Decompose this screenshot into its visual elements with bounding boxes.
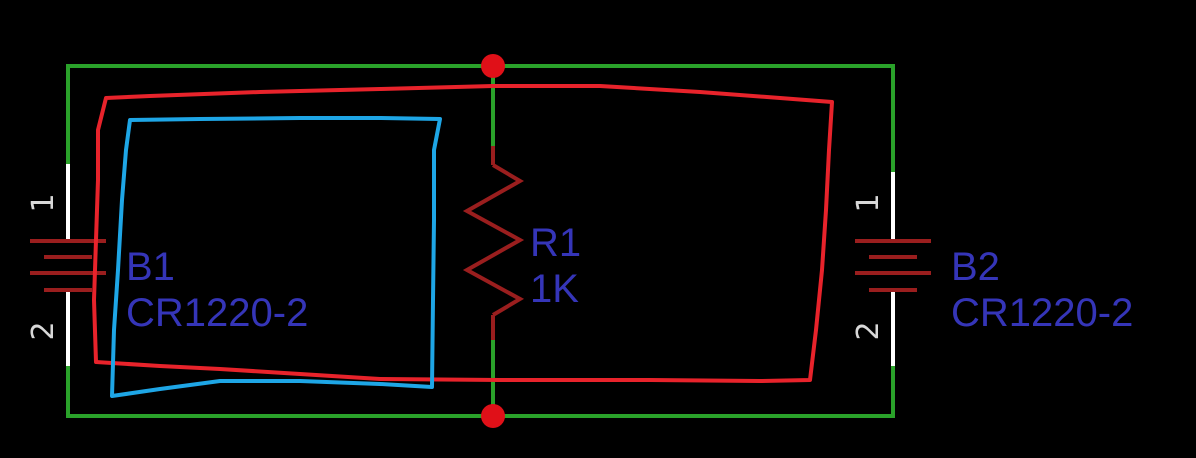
annotation-loop-red — [92, 84, 834, 383]
annotation-loop-blue — [110, 116, 442, 398]
b1-pin-2-label: 2 — [26, 321, 61, 340]
battery-icon — [855, 172, 931, 366]
r1-name-label: R1 — [530, 221, 581, 265]
b2-name-label: B2 — [951, 245, 1000, 289]
b2-value-label: CR1220-2 — [951, 291, 1133, 335]
battery-b1[interactable]: 1 2 B1 CR1220-2 — [26, 164, 308, 366]
junction-dot-icon[interactable] — [481, 404, 505, 428]
b1-name-label: B1 — [126, 245, 175, 289]
b2-pin-1-label: 1 — [851, 193, 886, 212]
junction-dot-icon[interactable] — [481, 54, 505, 78]
resistor-icon — [462, 146, 525, 340]
net-wires — [66, 64, 895, 418]
b2-pin-2-label: 2 — [851, 321, 886, 340]
resistor-r1[interactable]: R1 1K — [462, 146, 581, 340]
b1-value-label: CR1220-2 — [126, 291, 308, 335]
battery-b2[interactable]: 1 2 B2 CR1220-2 — [851, 172, 1133, 366]
r1-value-label: 1K — [530, 267, 579, 311]
b1-pin-1-label: 1 — [26, 193, 61, 212]
